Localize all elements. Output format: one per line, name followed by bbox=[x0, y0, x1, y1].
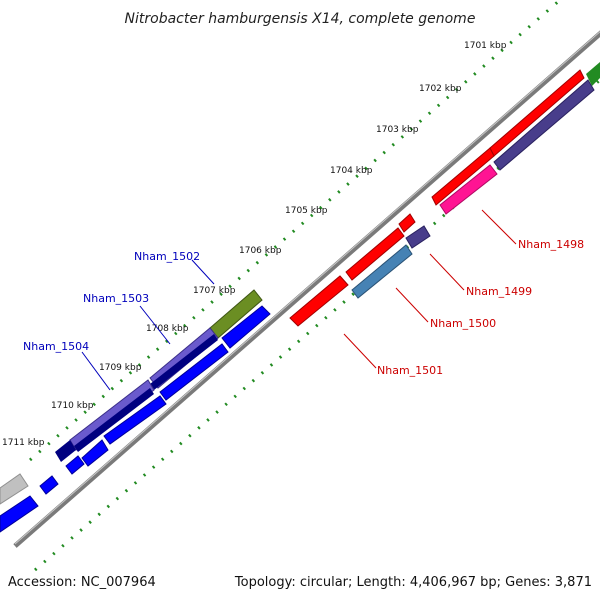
tick-label: 1708 kbp bbox=[146, 324, 189, 334]
tick-label: 1707 kbp bbox=[193, 286, 236, 296]
tick-label: 1705 kbp bbox=[285, 206, 328, 216]
gene-label-nham-1498[interactable]: Nham_1498 bbox=[518, 238, 584, 251]
tick-label: 1702 kbp bbox=[419, 84, 462, 94]
leader-line bbox=[481, 209, 517, 245]
gene-label-nham-1501[interactable]: Nham_1501 bbox=[377, 364, 443, 377]
gene-blue[interactable] bbox=[0, 495, 39, 533]
gene-red[interactable] bbox=[398, 213, 416, 233]
gene-gray[interactable] bbox=[0, 473, 29, 505]
tick-label: 1706 kbp bbox=[239, 246, 282, 256]
gene-nham-1504[interactable] bbox=[69, 379, 155, 451]
leader-line bbox=[139, 305, 171, 345]
backbone-highlight bbox=[14, 31, 600, 545]
gene-label-nham-1503[interactable]: Nham_1503 bbox=[83, 292, 149, 305]
gene-blue[interactable] bbox=[39, 475, 59, 495]
backbone-line bbox=[13, 30, 600, 548]
leader-line bbox=[191, 259, 215, 285]
gene-green[interactable] bbox=[586, 62, 600, 86]
gene-nham-1498[interactable] bbox=[439, 164, 498, 215]
gene-slate[interactable] bbox=[493, 79, 595, 171]
gene-red[interactable] bbox=[431, 147, 495, 206]
gene-blue[interactable] bbox=[221, 305, 271, 349]
tick-label: 1709 kbp bbox=[99, 363, 142, 373]
outer-dotted-track bbox=[29, 0, 561, 462]
leader-line bbox=[429, 253, 465, 291]
gene-label-nham-1504[interactable]: Nham_1504 bbox=[23, 340, 89, 353]
gene-blue[interactable] bbox=[103, 395, 167, 445]
gene-label-nham-1499[interactable]: Nham_1499 bbox=[466, 285, 532, 298]
gene-navy[interactable] bbox=[55, 440, 76, 462]
map-title: Nitrobacter hamburgensis X14, complete g… bbox=[125, 11, 476, 27]
inner-dotted-track bbox=[34, 78, 600, 572]
tick-label: 1701 kbp bbox=[464, 41, 507, 51]
gene-navy[interactable] bbox=[150, 334, 218, 390]
tick-label: 1704 kbp bbox=[330, 166, 373, 176]
leader-line bbox=[81, 351, 111, 391]
gene-blue[interactable] bbox=[65, 455, 85, 475]
topology-info-text: Topology: circular; Length: 4,406,967 bp… bbox=[234, 575, 592, 590]
gene-blue[interactable] bbox=[159, 343, 229, 401]
leader-line bbox=[343, 333, 377, 369]
gene-navy[interactable] bbox=[74, 388, 154, 452]
gene-nham-1501[interactable] bbox=[289, 275, 349, 327]
tick-label: 1703 kbp bbox=[376, 125, 419, 135]
gene-label-nham-1500[interactable]: Nham_1500 bbox=[430, 317, 496, 330]
leader-line bbox=[395, 287, 429, 323]
gene-blue[interactable] bbox=[81, 439, 109, 467]
gene-label-nham-1502[interactable]: Nham_1502 bbox=[134, 250, 200, 263]
accession-text: Accession: NC_007964 bbox=[8, 575, 156, 590]
gene-red[interactable] bbox=[489, 69, 585, 157]
gene-nham-1499[interactable] bbox=[405, 225, 431, 249]
tick-label: 1710 kbp bbox=[51, 401, 94, 411]
tick-label: 1711 kbp bbox=[2, 438, 45, 448]
gene-nham-1500[interactable] bbox=[351, 244, 413, 299]
gene-red[interactable] bbox=[345, 227, 405, 281]
